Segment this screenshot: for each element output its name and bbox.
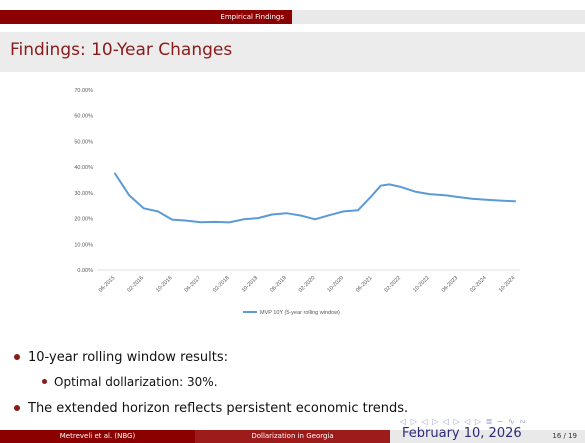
x-tick-label: 10-2018 <box>241 275 260 294</box>
navigation-symbols[interactable]: ◁ ▷ ◁ ▷ ◁ ▷ ◁ ▷ ≣ ∽ ∿ ∾ <box>400 417 528 426</box>
y-tick-label: 10.00% <box>74 242 93 248</box>
bullet-text: 10-year rolling window results: <box>28 350 228 365</box>
series-line <box>114 172 516 224</box>
x-tick-label: 06-2021 <box>355 275 374 294</box>
x-tick-label: 02-2022 <box>384 275 403 294</box>
bullet-dot-icon <box>14 353 20 360</box>
bullet-item: The extended horizon reflects persistent… <box>14 401 408 416</box>
x-tick-label: 02-2016 <box>126 275 145 294</box>
footer-title: Dollarization in Georgia <box>195 430 390 443</box>
x-tick-label: 06-2017 <box>184 275 203 294</box>
y-tick-label: 0.00% <box>77 268 93 274</box>
bullet-dot-icon <box>42 379 47 384</box>
x-tick-label: 10-2024 <box>498 275 517 294</box>
x-tick-label: 02-2024 <box>469 275 488 294</box>
y-tick-label: 60.00% <box>74 114 93 120</box>
footer-date: February 10, 2026 <box>402 426 522 441</box>
frame-title-band: Findings: 10-Year Changes <box>0 32 585 72</box>
bullet-text: The extended horizon reflects persistent… <box>28 401 409 416</box>
line-chart: 0.00% 10.00% 20.00% 30.00% 40.00% 50.00% 60.00… <box>74 88 520 316</box>
page-number: 16 / 19 <box>552 432 577 440</box>
sub-bullet-item: Optimal dollarization: 30%. <box>42 375 218 389</box>
x-tick-label: 10-2022 <box>412 275 431 294</box>
y-tick-label: 30.00% <box>74 191 93 197</box>
x-tick-label: 10-2016 <box>155 275 174 294</box>
x-tick-label: 06-2015 <box>98 275 117 294</box>
bullet-item: 10-year rolling window results: <box>14 350 228 365</box>
y-tick-label: 20.00% <box>74 217 93 223</box>
footer: Metreveli et al. (NBG) Dollarization in … <box>0 426 585 443</box>
bullet-dot-icon <box>14 404 20 411</box>
x-tick-label: 02-2018 <box>212 275 231 294</box>
y-tick-label: 70.00% <box>74 88 93 94</box>
x-tick-label: 06-2019 <box>269 275 288 294</box>
footer-date-page: February 10, 2026 16 / 19 <box>390 426 585 443</box>
y-tick-label: 40.00% <box>74 165 93 171</box>
section-title: Empirical Findings <box>0 10 292 24</box>
footer-author: Metreveli et al. (NBG) <box>0 430 195 443</box>
legend-label: MVP 10Y (5-year rolling window) <box>260 310 340 316</box>
x-tick-label: 10-2020 <box>326 275 345 294</box>
x-tick-label: 06-2023 <box>441 275 460 294</box>
section-header-bar: Empirical Findings <box>0 10 585 24</box>
header-right-band <box>292 10 585 24</box>
x-tick-label: 02-2020 <box>298 275 317 294</box>
frame-title: Findings: 10-Year Changes <box>10 40 233 60</box>
sub-bullet-text: Optimal dollarization: 30%. <box>54 375 218 389</box>
y-tick-label: 50.00% <box>74 139 93 145</box>
